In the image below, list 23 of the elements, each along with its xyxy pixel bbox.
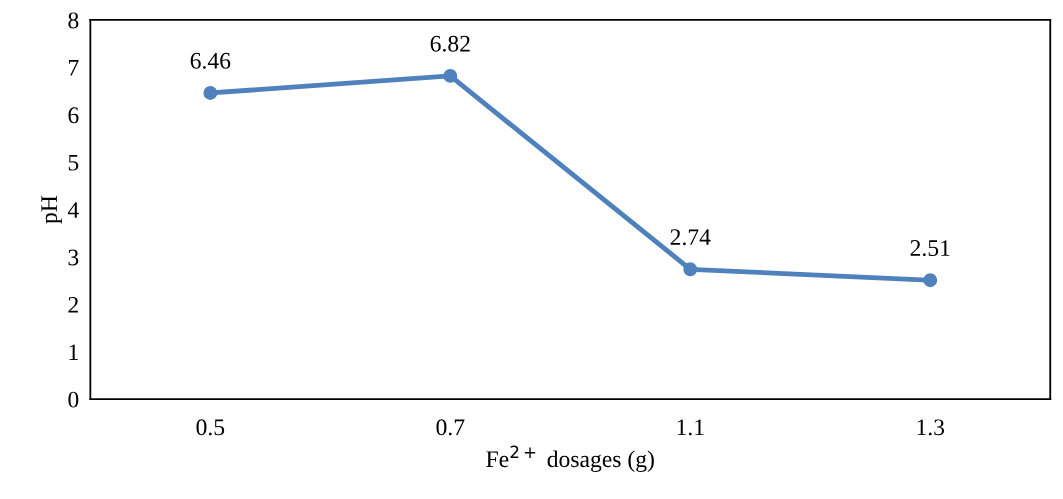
y-tick-label: 1: [69, 344, 78, 360]
point: [443, 68, 458, 83]
data-label: 6.82: [430, 35, 470, 52]
data-label: 2.51: [910, 240, 950, 257]
point: [923, 273, 938, 288]
data-label: 6.46: [190, 52, 231, 69]
x-tick-label: 1.1: [677, 419, 704, 436]
point: [683, 262, 698, 277]
x-tick-label: 0.7: [436, 419, 465, 436]
y-tick-label: 2: [68, 296, 78, 313]
y-tick-label: 6: [68, 107, 79, 124]
y-tick-label: 5: [68, 154, 79, 171]
y-tick-label: 4: [67, 202, 79, 218]
y-axis-title: pH: [41, 195, 62, 224]
y-tick-label: 3: [68, 249, 79, 266]
y-tick-label: 8: [68, 12, 79, 29]
x-axis-title: Fe$^{2+}$ dosages (g): [486, 445, 654, 473]
y-tick-label: 7: [69, 60, 79, 76]
data-label: 2.74: [670, 229, 711, 246]
y-tick-label: 0: [68, 391, 79, 408]
x-tick-label: 1.3: [917, 419, 945, 436]
point: [203, 86, 218, 100]
x-tick-label: 0.5: [196, 419, 225, 436]
